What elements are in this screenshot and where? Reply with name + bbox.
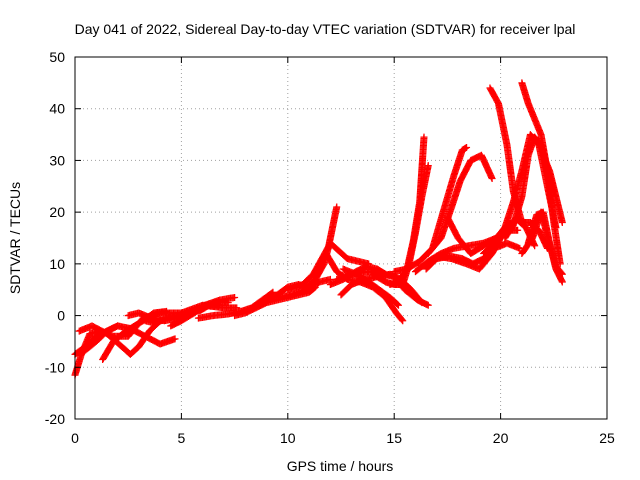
y-tick-label: 20 <box>49 204 65 220</box>
y-tick-label: 50 <box>49 49 65 65</box>
data-point <box>398 316 406 324</box>
axis-ticks: 0 5 10 15 20 25 -20 -10 0 10 20 30 40 50 <box>45 49 615 446</box>
data-points <box>71 79 566 379</box>
data-point <box>514 226 522 234</box>
data-point <box>394 301 402 309</box>
series-track-20 <box>386 133 428 289</box>
data-point <box>558 269 566 277</box>
data-point <box>531 242 539 250</box>
x-tick-label: 10 <box>280 430 296 446</box>
data-point <box>420 133 428 141</box>
y-tick-label: -10 <box>45 359 65 375</box>
x-tick-label: 20 <box>493 430 509 446</box>
y-tick-label: 0 <box>57 308 65 324</box>
x-axis-label: GPS time / hours <box>287 458 394 474</box>
data-point <box>558 278 566 286</box>
data-point <box>399 317 407 325</box>
data-point <box>171 335 179 343</box>
data-point <box>231 293 239 301</box>
data-point <box>516 244 524 252</box>
x-tick-label: 5 <box>178 430 186 446</box>
y-axis-label: SDTVAR / TECUs <box>7 182 23 294</box>
data-point <box>394 300 402 308</box>
chart-title: Day 041 of 2022, Sidereal Day-to-day VTE… <box>75 21 576 37</box>
y-tick-label: -20 <box>45 411 65 427</box>
series-track-33 <box>539 151 566 226</box>
plot-frame <box>74 56 608 420</box>
x-tick-label: 15 <box>386 430 402 446</box>
series-track-13 <box>284 239 373 294</box>
x-tick-label: 0 <box>71 430 79 446</box>
y-tick-label: 30 <box>49 152 65 168</box>
data-point <box>558 218 566 226</box>
data-point <box>488 175 496 183</box>
data-point <box>163 307 171 315</box>
y-tick-label: 10 <box>49 256 65 272</box>
data-point <box>333 203 341 211</box>
x-tick-label: 25 <box>599 430 615 446</box>
series-track-8 <box>167 293 239 330</box>
data-point <box>424 162 432 170</box>
data-point <box>558 270 566 278</box>
data-point <box>424 301 432 309</box>
series-track-32 <box>524 208 566 278</box>
data-point <box>114 322 122 330</box>
data-point <box>463 144 471 151</box>
series-track-4 <box>71 322 122 358</box>
series-track-23 <box>424 151 496 258</box>
y-tick-label: 40 <box>49 101 65 117</box>
